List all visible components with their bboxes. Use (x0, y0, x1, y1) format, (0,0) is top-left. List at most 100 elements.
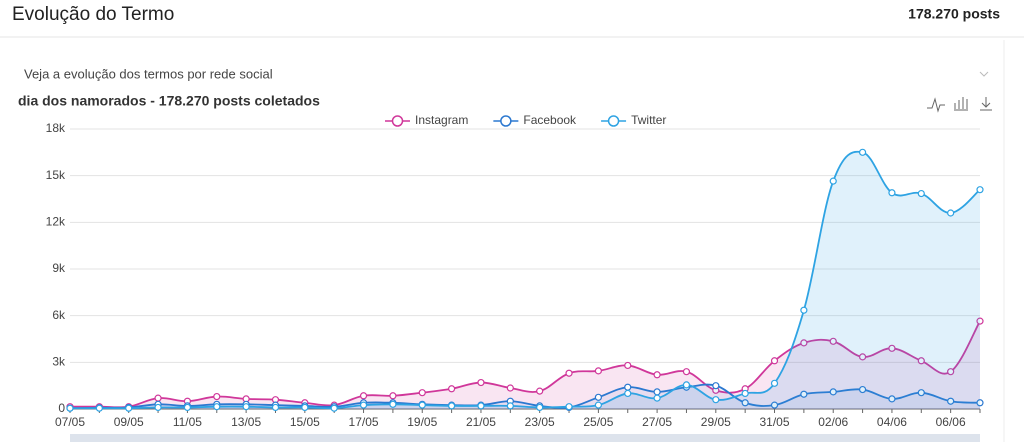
data-point (565, 403, 573, 411)
x-tick-label: 29/05 (701, 415, 731, 429)
data-point (389, 392, 397, 400)
x-tick-label: 21/05 (466, 415, 496, 429)
y-tick-label: 0 (58, 401, 65, 415)
series-line (69, 150, 981, 410)
x-tick-label: 11/05 (173, 415, 202, 429)
data-point (888, 344, 896, 352)
x-tick-label: 31/05 (760, 415, 790, 429)
data-point (712, 382, 720, 390)
series-area (70, 151, 980, 410)
x-tick-label: 17/05 (349, 415, 379, 429)
data-point (829, 337, 837, 345)
y-tick-label: 18k (46, 121, 66, 135)
x-tick-label: 07/05 (55, 415, 85, 429)
data-point (800, 339, 808, 347)
data-point (359, 392, 368, 400)
x-tick-label: 06/06 (936, 415, 966, 429)
data-point (594, 367, 602, 375)
x-tick-label: 15/05 (290, 415, 320, 429)
data-point (858, 385, 867, 394)
chart-title: dia dos namorados - 178.270 posts coleta… (18, 93, 320, 109)
data-point (330, 404, 338, 412)
data-point (154, 394, 162, 402)
x-tick-label: 09/05 (114, 415, 144, 429)
data-point (125, 404, 133, 412)
data-point (888, 189, 896, 197)
line-icon[interactable] (927, 97, 945, 113)
panel-subtitle: Veja a evolução dos termos por rede soci… (24, 66, 273, 81)
data-point (271, 403, 280, 412)
y-tick-label: 12k (46, 215, 66, 229)
data-point (183, 403, 192, 412)
legend-label[interactable]: Instagram (415, 113, 468, 127)
data-point (829, 177, 837, 185)
data-point (653, 371, 661, 379)
data-point (213, 392, 221, 401)
y-tick-label: 15k (46, 168, 66, 182)
data-point (947, 397, 955, 405)
data-point (624, 361, 632, 370)
data-point (95, 404, 103, 412)
data-point (536, 403, 544, 412)
zoom-slider[interactable] (70, 434, 980, 442)
page-title: Evolução do Termo (12, 4, 174, 25)
data-point (858, 148, 867, 156)
data-point (359, 401, 368, 409)
data-point (800, 390, 808, 398)
collapse-icon[interactable] (979, 71, 989, 77)
data-point (770, 357, 779, 365)
x-tick-label: 23/05 (525, 415, 555, 429)
series-area (70, 321, 980, 409)
data-point (418, 389, 426, 397)
data-point (741, 399, 749, 407)
data-point (917, 357, 925, 365)
data-point (448, 402, 456, 410)
data-point (506, 384, 514, 392)
data-point (976, 399, 984, 407)
data-point (653, 394, 661, 402)
y-tick-label: 9k (52, 261, 66, 275)
data-point (682, 368, 691, 376)
data-point (536, 387, 544, 395)
data-point (682, 381, 691, 389)
data-point (418, 401, 426, 409)
data-point (800, 306, 808, 314)
data-point (389, 400, 397, 408)
data-point (947, 368, 955, 376)
data-point (624, 383, 632, 391)
legend-marker (607, 115, 620, 127)
data-point (565, 369, 573, 377)
x-tick-label: 25/05 (583, 415, 613, 429)
x-tick-label: 27/05 (642, 415, 672, 429)
data-point (242, 403, 250, 411)
data-point (301, 403, 309, 412)
legend-label[interactable]: Twitter (631, 113, 666, 127)
data-point (448, 385, 456, 393)
y-tick-label: 3k (52, 355, 66, 369)
legend-marker (391, 115, 404, 127)
data-point (770, 379, 779, 387)
y-tick-label: 6k (52, 308, 66, 322)
data-point (829, 388, 837, 396)
data-point (477, 402, 485, 410)
data-point (594, 393, 602, 401)
data-point (506, 402, 514, 410)
legend-label[interactable]: Facebook (523, 113, 577, 127)
data-point (213, 403, 221, 411)
data-point (976, 186, 984, 194)
x-tick-label: 13/05 (231, 415, 261, 429)
total-posts: 178.270 posts (908, 6, 1000, 22)
data-point (917, 389, 925, 397)
legend-marker (500, 115, 512, 127)
data-point (858, 353, 867, 361)
bar-icon[interactable] (954, 97, 968, 111)
data-point (770, 401, 779, 409)
data-point (741, 389, 749, 398)
data-point (976, 317, 984, 325)
data-point (947, 209, 955, 217)
data-point (917, 189, 925, 198)
download-icon[interactable] (980, 97, 992, 111)
x-tick-label: 04/06 (877, 415, 907, 429)
